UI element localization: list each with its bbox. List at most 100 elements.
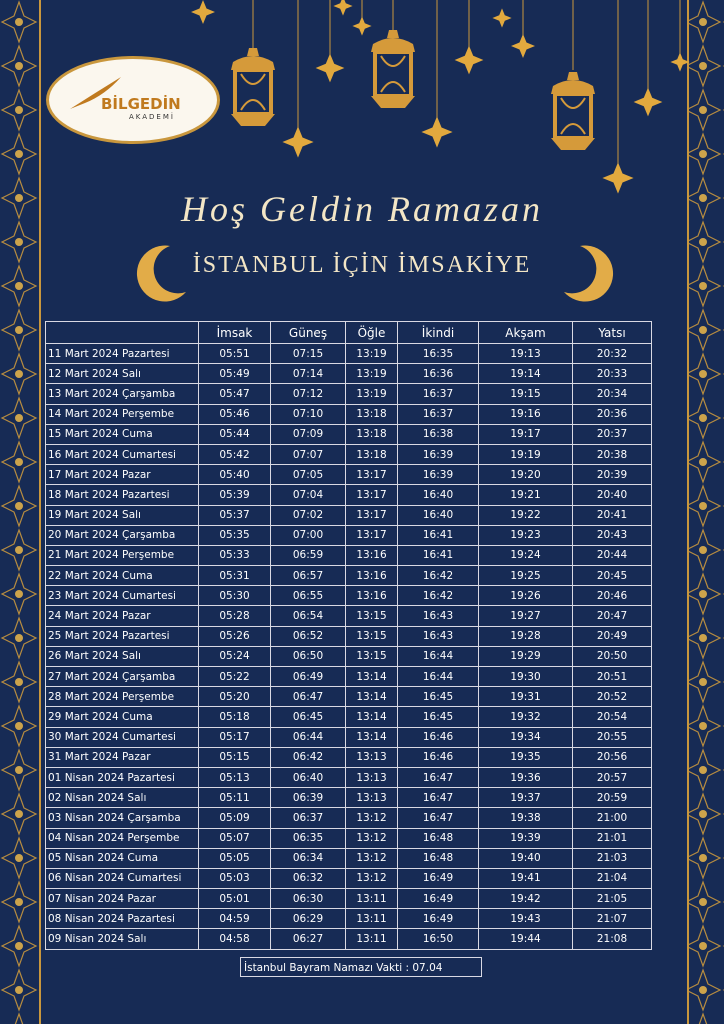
time-cell: 20:33 [572, 363, 652, 385]
time-cell: 16:48 [397, 827, 479, 849]
time-cell: 05:09 [198, 807, 271, 829]
time-cell: 13:17 [345, 504, 398, 526]
time-cell: 06:57 [270, 565, 346, 587]
corner-cell [45, 321, 199, 344]
time-cell: 13:13 [345, 766, 398, 789]
time-cell: 13:17 [345, 484, 398, 506]
time-cell: 19:34 [478, 726, 573, 748]
date-cell: 05 Nisan 2024 Cuma [45, 847, 199, 869]
time-cell: 13:13 [345, 746, 398, 768]
time-cell: 16:47 [397, 807, 479, 829]
time-cell: 19:21 [478, 484, 573, 506]
date-cell: 28 Mart 2024 Perşembe [45, 686, 199, 708]
time-cell: 13:17 [345, 464, 398, 486]
date-cell: 04 Nisan 2024 Perşembe [45, 827, 199, 849]
time-cell: 05:44 [198, 423, 271, 445]
time-cell: 16:42 [397, 565, 479, 587]
time-cell: 05:11 [198, 787, 271, 809]
time-cell: 05:13 [198, 766, 271, 789]
time-cell: 20:40 [572, 484, 652, 506]
table-row: 30 Mart 2024 Cumartesi 05:17 06:44 13:14 16:… [45, 726, 652, 748]
time-cell: 07:05 [270, 464, 346, 486]
time-cell: 05:03 [198, 867, 271, 890]
time-cell: 20:41 [572, 504, 652, 526]
logo-name: BİLGEDİN [101, 95, 181, 113]
time-cell: 19:37 [478, 787, 573, 809]
date-cell: 16 Mart 2024 Cumartesi [45, 443, 199, 466]
time-cell: 05:42 [198, 443, 271, 466]
date-cell: 27 Mart 2024 Çarşamba [45, 665, 199, 688]
date-cell: 26 Mart 2024 Salı [45, 645, 199, 668]
time-cell: 16:48 [397, 847, 479, 869]
time-cell: 16:40 [397, 484, 479, 506]
time-cell: 20:49 [572, 625, 652, 647]
time-cell: 05:28 [198, 605, 271, 627]
column-header: Akşam [478, 321, 573, 344]
table-row: 21 Mart 2024 Perşembe 05:33 06:59 13:16 16:4… [45, 544, 652, 567]
time-cell: 20:46 [572, 585, 652, 607]
time-cell: 05:05 [198, 847, 271, 869]
table-row: 03 Nisan 2024 Çarşamba 05:09 06:37 13:12 16:… [45, 807, 652, 829]
time-cell: 13:12 [345, 847, 398, 869]
time-cell: 19:19 [478, 443, 573, 466]
time-cell: 19:20 [478, 464, 573, 486]
time-cell: 07:04 [270, 484, 346, 506]
time-cell: 19:17 [478, 423, 573, 445]
date-cell: 30 Mart 2024 Cumartesi [45, 726, 199, 748]
time-cell: 05:22 [198, 665, 271, 688]
time-cell: 20:44 [572, 544, 652, 567]
footer-note: İstanbul Bayram Namazı Vakti : 07.04 [240, 957, 482, 977]
time-cell: 20:52 [572, 686, 652, 708]
time-cell: 13:14 [345, 726, 398, 748]
time-cell: 21:03 [572, 847, 652, 869]
table-row: 27 Mart 2024 Çarşamba 05:22 06:49 13:14 16:4… [45, 665, 652, 688]
time-cell: 20:43 [572, 524, 652, 546]
time-cell: 06:54 [270, 605, 346, 627]
time-cell: 06:42 [270, 746, 346, 768]
column-header: İkindi [397, 321, 479, 344]
table-row: 05 Nisan 2024 Cuma 05:05 06:34 13:12 16:48 19… [45, 847, 652, 869]
time-cell: 20:51 [572, 665, 652, 688]
time-cell: 05:31 [198, 565, 271, 587]
time-cell: 13:15 [345, 645, 398, 668]
table-row: 17 Mart 2024 Pazar 05:40 07:05 13:17 16:39 19… [45, 464, 652, 486]
time-cell: 20:38 [572, 443, 652, 466]
time-cell: 20:36 [572, 403, 652, 425]
time-cell: 16:46 [397, 746, 479, 768]
time-cell: 07:10 [270, 403, 346, 425]
date-cell: 02 Nisan 2024 Salı [45, 787, 199, 809]
time-cell: 20:39 [572, 464, 652, 486]
time-cell: 20:55 [572, 726, 652, 748]
time-cell: 06:29 [270, 908, 346, 930]
time-cell: 20:54 [572, 706, 652, 728]
time-cell: 05:39 [198, 484, 271, 506]
time-cell: 07:15 [270, 342, 346, 365]
time-cell: 06:45 [270, 706, 346, 728]
logo-icon [70, 77, 121, 109]
time-cell: 19:40 [478, 847, 573, 869]
time-cell: 07:09 [270, 423, 346, 445]
time-cell: 06:32 [270, 867, 346, 890]
time-cell: 13:14 [345, 665, 398, 688]
date-cell: 25 Mart 2024 Pazartesi [45, 625, 199, 647]
logo: BİLGEDİN AKADEMİ [46, 56, 220, 144]
date-cell: 08 Nisan 2024 Pazartesi [45, 908, 199, 930]
time-cell: 19:27 [478, 605, 573, 627]
table-row: 14 Mart 2024 Perşembe 05:46 07:10 13:18 16:3… [45, 403, 652, 425]
time-cell: 16:45 [397, 686, 479, 708]
time-cell: 19:43 [478, 908, 573, 930]
time-cell: 13:12 [345, 827, 398, 849]
date-cell: 22 Mart 2024 Cuma [45, 565, 199, 587]
date-cell: 06 Nisan 2024 Cumartesi [45, 867, 199, 890]
time-cell: 06:37 [270, 807, 346, 829]
time-cell: 06:39 [270, 787, 346, 809]
time-cell: 06:35 [270, 827, 346, 849]
time-cell: 19:41 [478, 867, 573, 890]
date-cell: 14 Mart 2024 Perşembe [45, 403, 199, 425]
time-cell: 13:16 [345, 585, 398, 607]
time-cell: 04:59 [198, 908, 271, 930]
time-cell: 06:44 [270, 726, 346, 748]
table-row: 01 Nisan 2024 Pazartesi 05:13 06:40 13:13 16… [45, 766, 652, 789]
time-cell: 13:18 [345, 443, 398, 466]
time-cell: 13:17 [345, 524, 398, 546]
